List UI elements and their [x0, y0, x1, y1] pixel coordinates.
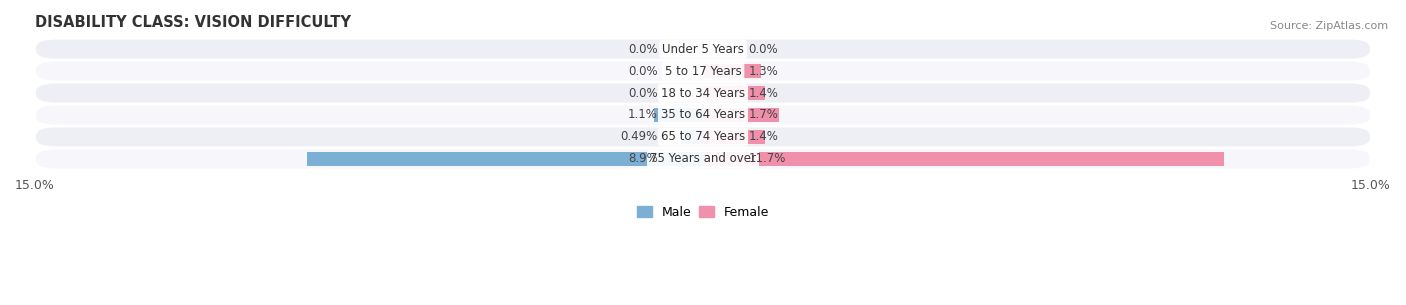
Text: 0.49%: 0.49%: [620, 131, 658, 143]
FancyBboxPatch shape: [35, 149, 1371, 170]
Text: 35 to 64 Years: 35 to 64 Years: [661, 109, 745, 121]
FancyBboxPatch shape: [35, 126, 1371, 148]
Text: 1.3%: 1.3%: [748, 65, 778, 77]
Bar: [703, 152, 1225, 166]
Text: Under 5 Years: Under 5 Years: [662, 43, 744, 56]
Text: DISABILITY CLASS: VISION DIFFICULTY: DISABILITY CLASS: VISION DIFFICULTY: [35, 15, 352, 30]
FancyBboxPatch shape: [35, 104, 1371, 126]
Bar: [681, 130, 703, 144]
Bar: [307, 152, 703, 166]
Bar: [703, 108, 779, 122]
Text: 8.9%: 8.9%: [628, 152, 658, 165]
Text: 0.0%: 0.0%: [628, 87, 658, 99]
Text: 65 to 74 Years: 65 to 74 Years: [661, 131, 745, 143]
Text: 0.0%: 0.0%: [628, 43, 658, 56]
Bar: [654, 108, 703, 122]
Bar: [703, 130, 765, 144]
Text: 18 to 34 Years: 18 to 34 Years: [661, 87, 745, 99]
FancyBboxPatch shape: [35, 38, 1371, 60]
FancyBboxPatch shape: [35, 60, 1371, 82]
Bar: [703, 86, 765, 100]
Text: 75 Years and over: 75 Years and over: [650, 152, 756, 165]
Text: 0.0%: 0.0%: [748, 43, 778, 56]
Text: 1.4%: 1.4%: [748, 131, 779, 143]
Text: Source: ZipAtlas.com: Source: ZipAtlas.com: [1270, 21, 1388, 31]
FancyBboxPatch shape: [35, 82, 1371, 104]
Text: 0.0%: 0.0%: [628, 65, 658, 77]
Text: 1.7%: 1.7%: [748, 109, 779, 121]
Bar: [703, 64, 761, 78]
Text: 5 to 17 Years: 5 to 17 Years: [665, 65, 741, 77]
Legend: Male, Female: Male, Female: [631, 201, 775, 224]
Text: 1.1%: 1.1%: [627, 109, 658, 121]
Text: 11.7%: 11.7%: [748, 152, 786, 165]
Text: 1.4%: 1.4%: [748, 87, 779, 99]
